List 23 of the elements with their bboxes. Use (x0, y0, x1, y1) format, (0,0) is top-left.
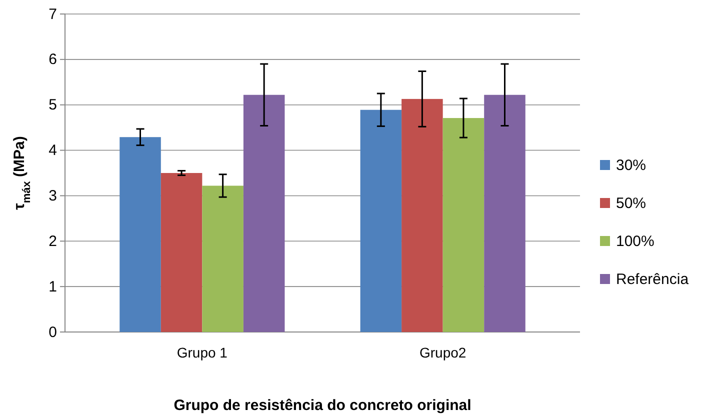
y-tick-label: 2 (48, 232, 57, 250)
legend-label: 100% (616, 233, 654, 250)
legend-label: 50% (616, 195, 646, 212)
bar (243, 94, 285, 332)
y-tick-label: 4 (48, 142, 57, 160)
x-tick-label: Grupo2 (419, 344, 466, 360)
y-tick-label: 0 (48, 324, 57, 341)
y-tick-label: 6 (48, 51, 57, 68)
bar (360, 110, 402, 332)
y-tick-label: 7 (48, 6, 57, 23)
bar (484, 94, 526, 332)
legend-label: Referência (616, 271, 690, 288)
x-tick-label: Grupo 1 (176, 344, 228, 360)
legend-label: 30% (616, 157, 646, 174)
y-tick-label: 1 (48, 278, 57, 296)
x-axis-title: Grupo de resistência do concreto original (174, 397, 472, 414)
y-tick-label: 5 (48, 96, 57, 114)
bar (202, 186, 244, 332)
bar (442, 118, 484, 332)
bar (160, 173, 202, 332)
bar (120, 137, 161, 332)
bar (402, 98, 443, 332)
y-tick-label: 3 (48, 188, 57, 205)
